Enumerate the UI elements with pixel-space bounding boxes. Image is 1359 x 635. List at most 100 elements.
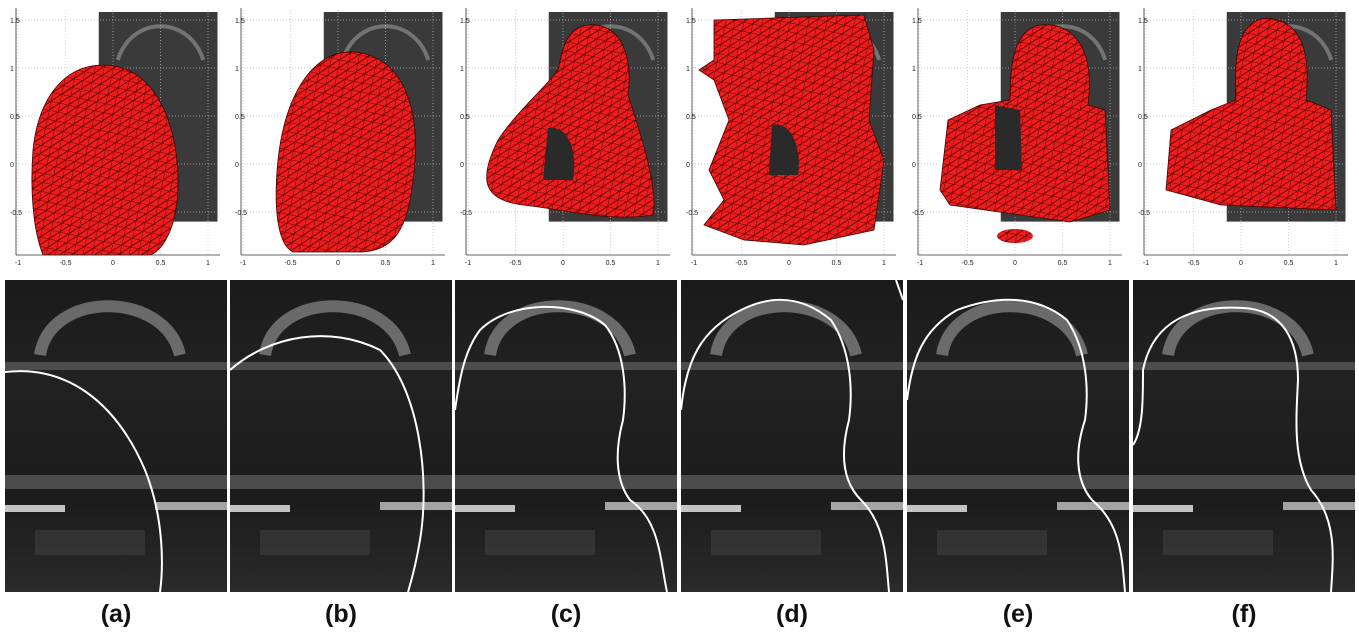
echo-band	[937, 530, 1047, 555]
x-tick-label: 1	[206, 260, 210, 267]
echo-band	[1133, 505, 1193, 512]
x-tick-label: -1	[1143, 260, 1149, 267]
ultrasound-image	[230, 280, 452, 592]
echo-band	[681, 362, 903, 370]
y-tick-label: 0	[10, 162, 14, 169]
ultrasound-image	[455, 280, 677, 592]
echo-band	[5, 475, 227, 489]
x-tick-label: 0	[1013, 260, 1017, 267]
y-tick-label: 1	[912, 66, 916, 73]
x-tick-label: 0.5	[1284, 260, 1294, 267]
echo-band	[1133, 475, 1355, 489]
y-tick-label: 0	[686, 162, 690, 169]
panel: -1-0.500.51-0.500.511.5(f)	[1133, 8, 1355, 628]
y-tick-label: 0.5	[912, 114, 922, 121]
panel-label: (d)	[776, 600, 808, 628]
y-tick-label: 1	[1138, 66, 1142, 73]
echo-band	[1283, 502, 1355, 510]
panel-label: (b)	[325, 600, 357, 628]
ultrasound-image	[681, 280, 903, 592]
echo-band	[711, 530, 821, 555]
mesh-fragment	[997, 229, 1033, 243]
x-tick-label: 0.5	[832, 260, 842, 267]
figure: -1 -0.5 0 0.5 1 -0.5 0 0.5 1 1.5 (a) -1 -0.5 0 0.5 1 -0.…	[0, 0, 1359, 635]
x-tick-label: 0	[111, 260, 115, 267]
echo-band	[35, 530, 145, 555]
y-tick-label: 0	[912, 162, 916, 169]
y-tick-label: 1.5	[235, 18, 245, 25]
echo-band	[380, 502, 452, 510]
x-tick-label: -1	[240, 260, 246, 267]
x-tick-label: 1	[431, 260, 435, 267]
panel-label: (f)	[1232, 600, 1257, 628]
y-tick-label: 1	[686, 66, 690, 73]
y-tick-label: 1	[10, 66, 14, 73]
x-tick-label: 0.5	[381, 260, 391, 267]
x-tick-label: 0	[787, 260, 791, 267]
x-tick-label: -1	[15, 260, 21, 267]
echo-band	[230, 362, 452, 370]
red-mesh	[276, 52, 415, 252]
y-tick-label: 0	[460, 162, 464, 169]
y-tick-label: 0	[1138, 162, 1142, 169]
y-tick-label: 1.5	[1138, 18, 1148, 25]
y-tick-label: 1.5	[686, 18, 696, 25]
panel-label: (c)	[551, 600, 582, 628]
x-tick-label: -0.5	[1187, 260, 1199, 267]
y-tick-label: 0.5	[686, 114, 696, 121]
echo-band	[907, 505, 967, 512]
y-tick-label: 0	[235, 162, 239, 169]
y-tick-label: 1	[235, 66, 239, 73]
x-tick-label: 0	[1239, 260, 1243, 267]
panel-label: (a)	[101, 600, 132, 628]
y-tick-label: 0.5	[1138, 114, 1148, 121]
echo-band	[1057, 502, 1129, 510]
echo-band	[230, 475, 452, 489]
echo-band	[455, 362, 677, 370]
echo-band	[1133, 362, 1355, 370]
x-tick-label: 1	[656, 260, 660, 267]
x-tick-label: -0.5	[284, 260, 296, 267]
y-tick-label: 1.5	[460, 18, 470, 25]
mesh-hole	[995, 105, 1022, 170]
echo-band	[681, 505, 741, 512]
x-tick-label: -1	[917, 260, 923, 267]
x-tick-label: 0.5	[606, 260, 616, 267]
echo-band	[5, 362, 227, 370]
echo-band	[260, 530, 370, 555]
x-tick-label: 0.5	[156, 260, 166, 267]
x-tick-label: -0.5	[509, 260, 521, 267]
x-tick-label: 0	[336, 260, 340, 267]
panel: -1-0.500.51-0.500.511.5(e)	[907, 8, 1129, 628]
ultrasound-image	[5, 280, 227, 592]
echo-band	[5, 505, 65, 512]
x-tick-label: -1	[465, 260, 471, 267]
x-tick-label: -1	[691, 260, 697, 267]
y-tick-label: 1	[460, 66, 464, 73]
y-tick-label: 0.5	[10, 114, 20, 121]
echo-band	[155, 502, 227, 510]
y-tick-label: 0.5	[235, 114, 245, 121]
echo-band	[907, 475, 1129, 489]
ultrasound-image	[907, 280, 1129, 592]
red-mesh	[940, 25, 1110, 222]
y-tick-label: 1.5	[10, 18, 20, 25]
echo-band	[485, 530, 595, 555]
y-tick-label: 0.5	[460, 114, 470, 121]
x-tick-label: 1	[1334, 260, 1338, 267]
echo-band	[455, 505, 515, 512]
x-tick-label: 1	[1108, 260, 1112, 267]
x-tick-label: 1	[882, 260, 886, 267]
echo-band	[455, 475, 677, 489]
panel: -1-0.500.51-0.500.511.5(b)	[230, 8, 452, 628]
red-mesh	[699, 15, 884, 245]
x-tick-label: -0.5	[59, 260, 71, 267]
x-tick-label: 0.5	[1058, 260, 1068, 267]
echo-band	[1163, 530, 1273, 555]
x-tick-label: -0.5	[735, 260, 747, 267]
panel-label: (e)	[1003, 600, 1034, 628]
echo-band	[681, 475, 903, 489]
